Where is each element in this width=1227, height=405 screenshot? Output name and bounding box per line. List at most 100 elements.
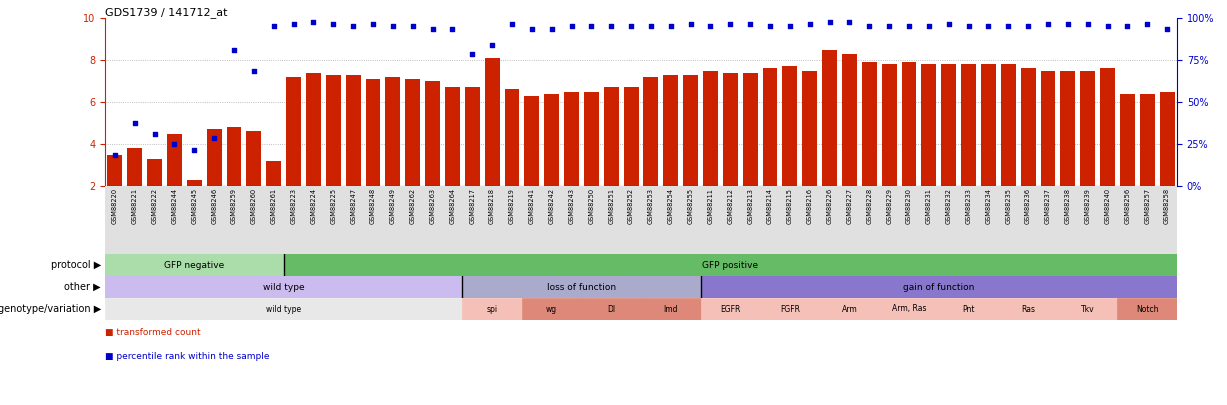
Text: GSM88255: GSM88255 <box>687 188 693 224</box>
Text: GSM88260: GSM88260 <box>250 188 256 224</box>
Text: GSM88251: GSM88251 <box>609 188 615 224</box>
Point <box>125 120 145 126</box>
Point <box>283 21 303 28</box>
Point <box>344 23 363 30</box>
Bar <box>1060 70 1075 186</box>
Text: GSM88257: GSM88257 <box>1145 188 1150 224</box>
Text: GSM88263: GSM88263 <box>429 188 436 224</box>
Text: GSM88241: GSM88241 <box>529 188 535 224</box>
Bar <box>521 298 582 320</box>
Text: GSM88259: GSM88259 <box>231 188 237 224</box>
Bar <box>306 72 321 186</box>
Text: GSM88246: GSM88246 <box>211 188 217 224</box>
Text: EGFR: EGFR <box>720 305 741 313</box>
Bar <box>604 87 618 186</box>
Text: GSM88231: GSM88231 <box>926 188 931 224</box>
Text: GSM88258: GSM88258 <box>1164 188 1171 224</box>
Text: GSM88236: GSM88236 <box>1025 188 1031 224</box>
Text: ■ percentile rank within the sample: ■ percentile rank within the sample <box>106 352 270 361</box>
Text: GSM88232: GSM88232 <box>946 188 952 224</box>
Point <box>642 23 661 30</box>
Point <box>939 21 958 28</box>
Bar <box>1101 68 1115 186</box>
Text: GSM88248: GSM88248 <box>371 188 375 224</box>
Point <box>145 130 164 137</box>
Point <box>1018 23 1038 30</box>
Text: GSM88213: GSM88213 <box>747 188 753 224</box>
Point <box>899 23 919 30</box>
Bar <box>802 70 817 186</box>
Bar <box>783 66 798 186</box>
Bar <box>701 276 1177 298</box>
Point <box>264 23 283 30</box>
Text: GSM88221: GSM88221 <box>131 188 137 224</box>
Bar <box>545 94 560 186</box>
Point <box>1077 21 1097 28</box>
Text: protocol ▶: protocol ▶ <box>50 260 101 270</box>
Text: GSM88211: GSM88211 <box>708 188 713 224</box>
Text: ■ transformed count: ■ transformed count <box>106 328 201 337</box>
Bar <box>1040 70 1055 186</box>
Point <box>999 23 1018 30</box>
Bar <box>463 298 521 320</box>
Point <box>761 23 780 30</box>
Text: spi: spi <box>487 305 498 313</box>
Text: GDS1739 / 141712_at: GDS1739 / 141712_at <box>106 7 227 18</box>
Point <box>979 23 999 30</box>
Point <box>363 21 383 28</box>
Bar <box>445 87 460 186</box>
Point <box>502 21 521 28</box>
Bar <box>980 64 996 186</box>
Bar <box>128 148 142 186</box>
Bar <box>206 129 222 186</box>
Text: GSM88227: GSM88227 <box>847 188 853 224</box>
Text: GSM88223: GSM88223 <box>291 188 297 224</box>
Point <box>1118 23 1137 30</box>
Text: GSM88242: GSM88242 <box>548 188 555 224</box>
Text: GFP positive: GFP positive <box>702 260 758 269</box>
Point <box>184 147 204 153</box>
Bar <box>147 159 162 186</box>
Point <box>244 67 264 74</box>
Text: GSM88254: GSM88254 <box>667 188 674 224</box>
Text: GSM88243: GSM88243 <box>568 188 574 224</box>
Text: GSM88247: GSM88247 <box>350 188 356 224</box>
Bar <box>921 64 936 186</box>
Bar <box>703 70 718 186</box>
Point <box>521 25 541 32</box>
Text: GSM88262: GSM88262 <box>410 188 416 224</box>
Point <box>402 23 422 30</box>
Bar <box>822 49 837 186</box>
Bar <box>961 64 975 186</box>
Bar <box>640 298 701 320</box>
Point <box>383 23 402 30</box>
Point <box>601 23 621 30</box>
Bar <box>463 276 701 298</box>
Bar <box>999 298 1058 320</box>
Bar <box>1080 70 1096 186</box>
Text: GSM88238: GSM88238 <box>1065 188 1071 224</box>
Bar <box>1118 298 1177 320</box>
Text: wild type: wild type <box>266 305 302 313</box>
Text: GSM88249: GSM88249 <box>390 188 396 224</box>
Bar <box>283 254 1177 276</box>
Bar <box>247 131 261 186</box>
Point <box>582 23 601 30</box>
Point <box>164 141 184 147</box>
Text: Arm: Arm <box>842 305 858 313</box>
Text: GSM88225: GSM88225 <box>330 188 336 224</box>
Point <box>919 23 939 30</box>
Text: GSM88226: GSM88226 <box>827 188 833 224</box>
Bar <box>643 77 659 186</box>
Point <box>958 23 978 30</box>
Point <box>720 21 740 28</box>
Bar <box>227 127 242 186</box>
Point <box>859 23 879 30</box>
Point <box>820 19 839 26</box>
Bar <box>584 92 599 186</box>
Point <box>303 19 323 26</box>
Bar <box>405 79 420 186</box>
Bar <box>465 87 480 186</box>
Bar <box>880 298 939 320</box>
Text: GSM88217: GSM88217 <box>469 188 475 224</box>
